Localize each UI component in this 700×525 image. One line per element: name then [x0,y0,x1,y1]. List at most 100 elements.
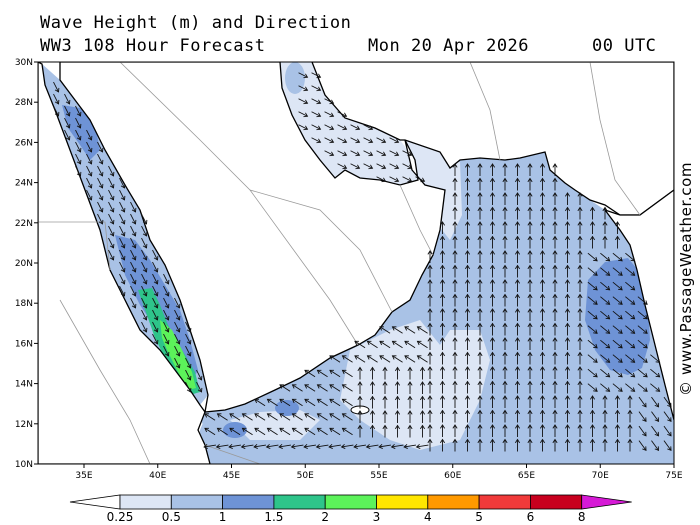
direction-arrow [514,308,521,321]
direction-arrow [564,235,571,249]
direction-arrow [502,380,508,394]
forecast-date: Mon 20 Apr 2026 [368,36,530,56]
direction-arrow [141,237,148,249]
direction-arrow [350,163,361,170]
wave-height-legend: 0.25 0.5 1 1.5 2 3 4 5 6 8 [69,494,632,524]
direction-arrow [152,297,159,309]
direction-arrow [163,297,170,309]
direction-arrow [130,213,137,225]
direction-arrow [304,369,316,378]
direction-arrow [564,366,571,379]
legend-swatch [376,494,429,510]
direction-arrow [602,206,608,220]
direction-arrow [625,267,636,276]
direction-arrow [651,440,660,452]
direction-arrow [464,337,471,350]
direction-arrow [502,279,508,292]
direction-arrow [577,264,583,278]
direction-arrow [489,380,496,394]
direction-arrow [464,424,471,437]
direction-arrow [119,249,126,261]
direction-arrow [527,206,533,220]
direction-arrow [589,395,596,408]
direction-arrow [394,410,401,423]
direction-arrow [489,163,496,176]
direction-arrow [464,206,471,220]
lon-tick-label: 45E [223,471,240,481]
direction-arrow [464,177,471,191]
direction-arrow [539,192,546,205]
direction-arrow [152,261,159,273]
direction-arrow [625,296,636,305]
direction-arrow [439,438,446,452]
direction-arrow [404,326,416,334]
direction-arrow [577,366,583,379]
direction-arrow [552,322,558,336]
direction-arrow [369,424,376,438]
direction-arrow [527,380,533,394]
direction-arrow [174,309,181,321]
direction-arrow [552,221,558,234]
direction-arrow [291,384,303,392]
direction-arrow [391,340,403,349]
direction-arrow [539,395,546,408]
direction-arrow [439,337,446,350]
direction-arrow [577,192,583,205]
direction-arrow [564,293,571,307]
direction-arrow [577,322,583,336]
direction-arrow [489,221,496,234]
direction-arrow [600,368,611,378]
direction-arrow [564,351,571,365]
direction-arrow [407,395,413,409]
direction-arrow [64,117,71,129]
direction-arrow [86,189,93,201]
direction-arrow [119,213,126,225]
direction-arrow [527,293,533,307]
direction-arrow [612,383,623,392]
direction-arrow [589,206,596,220]
direction-arrow [419,410,426,423]
legend-label: 0.25 [107,510,134,524]
direction-arrow [291,413,303,421]
direction-arrow [577,380,583,394]
direction-arrow [552,163,558,176]
direction-arrow [311,98,322,105]
direction-arrow [427,366,433,379]
direction-arrow [108,165,115,177]
direction-arrow [514,438,521,452]
direction-arrow [502,395,508,408]
direction-arrow [427,264,433,278]
legend-swatch [170,494,224,510]
direction-arrow [625,281,636,291]
direction-arrow [141,225,148,237]
direction-arrow [527,308,533,321]
direction-arrow [86,153,93,165]
direction-arrow [427,337,433,350]
direction-arrow [502,322,508,336]
direction-arrow [279,427,291,436]
direction-arrow [378,443,391,449]
direction-arrow [527,235,533,249]
direction-arrow [600,339,611,349]
direction-arrow [108,237,115,249]
direction-arrow [130,201,137,213]
direction-arrow [589,438,596,452]
direction-arrow [216,413,228,421]
direction-arrow [489,438,496,452]
direction-arrow [185,369,192,381]
direction-arrow [365,443,379,449]
direction-arrow [477,380,483,394]
direction-arrow [363,150,374,157]
direction-arrow [304,413,316,421]
direction-arrow [316,369,328,378]
direction-arrow [304,398,316,407]
direction-arrow [311,85,322,92]
direction-arrow [419,424,426,438]
direction-arrow [625,354,636,363]
direction-arrow [612,339,623,349]
direction-arrow [382,395,388,409]
direction-arrow [415,443,429,449]
direction-arrow [514,322,521,336]
medium-wave-patch-aden [275,400,299,416]
